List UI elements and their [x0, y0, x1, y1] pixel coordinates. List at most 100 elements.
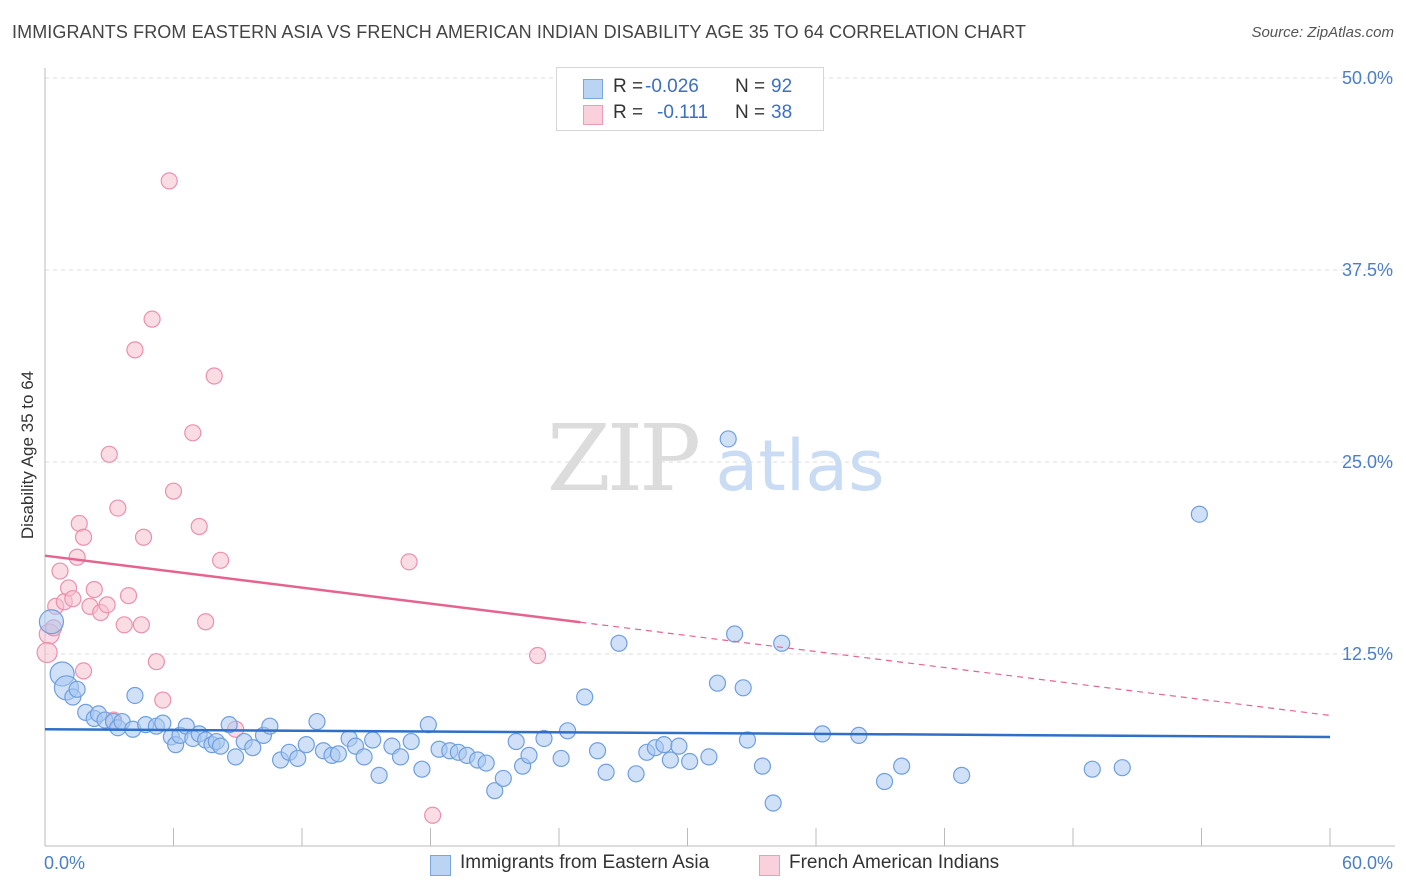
legend-row-pink: R = -0.111 N = 38: [583, 102, 792, 126]
data-point: [700, 748, 718, 766]
data-point: [85, 580, 103, 599]
data-point: [68, 548, 86, 566]
data-point: [64, 590, 82, 608]
data-point: [627, 765, 645, 783]
legend-r-label: R =: [613, 76, 649, 97]
data-point: [364, 731, 382, 749]
data-point: [355, 748, 373, 766]
legend-r-label: R =: [613, 102, 649, 123]
legend-swatch-pink: [583, 105, 603, 125]
data-point: [661, 751, 679, 769]
source-credit: Source: ZipAtlas.com: [1251, 24, 1394, 41]
series-legend: Immigrants from Eastern Asia French Amer…: [0, 852, 1406, 878]
y-axis-label: Disability Age 35 to 64: [18, 371, 37, 539]
data-point: [164, 482, 183, 500]
data-point: [220, 716, 238, 734]
series-label-blue: Immigrants from Eastern Asia: [460, 852, 710, 873]
chart-title: IMMIGRANTS FROM EASTERN ASIA VS FRENCH A…: [12, 22, 1027, 42]
data-point: [708, 674, 727, 692]
data-point: [726, 625, 744, 643]
data-point: [558, 722, 577, 740]
data-point: [370, 766, 388, 784]
data-point: [126, 341, 144, 359]
series-immigrants-eastern-asia: [38, 430, 1208, 812]
data-point: [289, 749, 307, 768]
data-point: [115, 616, 133, 634]
data-point: [212, 551, 230, 569]
legend-swatch-blue: [583, 79, 603, 99]
series-label-pink: French American Indians: [789, 852, 1000, 873]
data-point: [36, 641, 58, 664]
data-point: [197, 613, 215, 631]
data-point: [297, 736, 315, 754]
watermark-atlas: atlas: [715, 425, 884, 507]
data-point: [308, 712, 326, 731]
axes: [44, 68, 1395, 847]
data-point: [100, 445, 118, 463]
data-point: [126, 686, 144, 705]
data-point: [670, 737, 688, 755]
data-point: [424, 806, 442, 824]
legend-n-value: 92: [771, 76, 793, 97]
data-point: [1190, 505, 1208, 523]
data-point: [520, 746, 538, 764]
data-point: [893, 757, 911, 775]
data-point: [147, 653, 165, 671]
data-point: [184, 424, 202, 442]
data-point: [535, 729, 553, 748]
data-point: [38, 609, 65, 635]
data-point: [74, 662, 93, 680]
legend-n-value: 38: [771, 102, 793, 123]
data-point: [212, 737, 230, 755]
x-tick-label-min: 0.0%: [44, 853, 85, 873]
data-point: [494, 769, 512, 788]
data-point: [154, 691, 172, 709]
data-point: [74, 528, 93, 546]
data-point: [1083, 760, 1101, 778]
data-point: [507, 732, 525, 751]
watermark: ZIP atlas: [547, 405, 885, 512]
data-point: [576, 688, 594, 706]
data-point: [134, 528, 153, 546]
y-tick-label: 50.0%: [1342, 68, 1393, 88]
trend-line-pink-extension: [580, 621, 1331, 717]
data-point: [132, 616, 150, 634]
data-point: [486, 782, 504, 800]
data-point: [773, 634, 791, 652]
data-point: [143, 310, 161, 328]
data-point: [160, 172, 178, 190]
data-point: [68, 680, 86, 698]
trend-lines: [44, 554, 1331, 739]
x-tick-label-max: 60.0%: [1342, 853, 1393, 873]
y-tick-label: 25.0%: [1342, 452, 1393, 472]
y-tick-label: 37.5%: [1342, 260, 1393, 280]
data-point: [391, 748, 410, 766]
data-point: [51, 562, 69, 580]
data-point: [119, 587, 138, 605]
data-point: [109, 499, 127, 517]
data-point: [419, 716, 437, 734]
data-point: [734, 679, 752, 697]
data-point: [227, 748, 245, 766]
legend-row-blue: R = -0.026 N = 92: [583, 76, 792, 100]
data-point: [610, 634, 628, 652]
data-point: [205, 367, 223, 385]
data-point: [98, 596, 116, 614]
data-point: [764, 794, 782, 812]
series-swatch-blue: [430, 855, 451, 876]
data-point: [597, 763, 615, 781]
correlation-legend: R = -0.026 N = 92 R = -0.111 N = 38: [556, 67, 824, 131]
y-tick-label: 12.5%: [1342, 644, 1393, 664]
legend-n-label: N =: [735, 76, 771, 97]
legend-n-label: N =: [735, 102, 771, 123]
watermark-zip: ZIP: [547, 405, 698, 512]
data-point: [719, 430, 737, 448]
data-point: [400, 553, 418, 571]
data-point: [413, 760, 431, 778]
trend-line-pink: [44, 554, 581, 624]
data-point: [588, 742, 607, 760]
data-point: [190, 517, 208, 536]
series-swatch-pink: [759, 855, 780, 876]
data-point: [655, 736, 673, 754]
